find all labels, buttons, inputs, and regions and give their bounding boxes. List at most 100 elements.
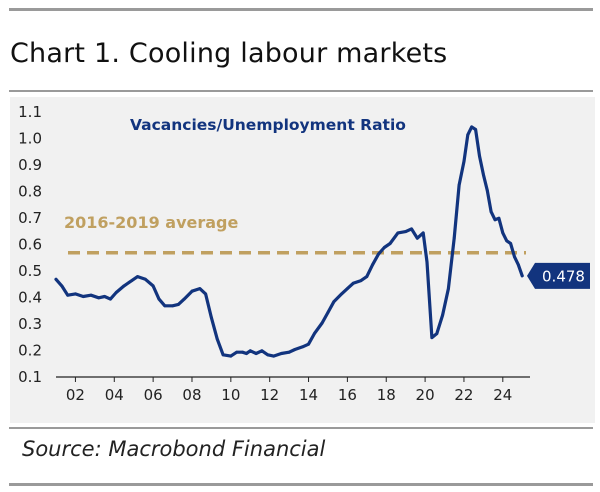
series-line xyxy=(54,125,524,358)
x-tick-label: 14 xyxy=(299,386,318,404)
last-value-badge: 0.478 xyxy=(527,262,590,289)
series-point xyxy=(204,292,208,296)
y-tick-label: 1.0 xyxy=(18,130,42,148)
series-point xyxy=(415,236,419,240)
x-tick-label: 10 xyxy=(221,386,240,404)
series-point xyxy=(307,342,310,346)
x-tick-label: 16 xyxy=(338,386,357,404)
y-tick-label: 0.8 xyxy=(18,183,42,201)
x-tick-label: 20 xyxy=(416,386,435,404)
series-point xyxy=(157,297,161,301)
x-tick-label: 24 xyxy=(493,386,512,404)
series-point xyxy=(66,293,70,297)
series-point xyxy=(520,274,524,278)
series-point xyxy=(493,218,497,222)
series-point xyxy=(151,284,155,288)
series-point xyxy=(130,279,134,282)
last-value-label: 0.478 xyxy=(542,267,585,285)
series-point xyxy=(489,210,493,214)
series-point xyxy=(377,252,380,256)
series-point xyxy=(482,173,485,176)
series-point xyxy=(301,345,305,349)
series-point xyxy=(404,230,408,234)
series-point xyxy=(485,189,489,192)
series-point xyxy=(462,159,466,163)
series-point xyxy=(54,277,58,281)
series-point xyxy=(313,332,316,335)
title-rule xyxy=(9,90,593,92)
series-point xyxy=(425,260,429,264)
y-tick-label: 0.7 xyxy=(18,209,42,227)
series-point xyxy=(441,313,444,317)
y-tick-label: 0.5 xyxy=(18,262,42,280)
y-tick-label: 0.4 xyxy=(18,289,42,307)
top-rule xyxy=(9,8,593,11)
average-label: 2016-2019 average xyxy=(64,213,238,232)
series-point xyxy=(279,352,283,355)
series-point xyxy=(516,263,520,267)
series-point xyxy=(351,281,355,285)
series-point xyxy=(478,154,481,158)
chart-panel: 0.1 0.2 0.3 0.4 0.5 0.6 0.7 0.8 0.9 1.0 1.1 02 04 06… xyxy=(10,97,595,423)
series-point xyxy=(332,300,336,304)
series-point xyxy=(266,353,270,357)
series-point xyxy=(287,350,291,354)
y-tick-label: 0.2 xyxy=(18,342,42,360)
x-tick-label: 02 xyxy=(66,386,85,404)
series-point xyxy=(163,304,167,308)
series-point xyxy=(470,125,474,129)
series-point xyxy=(215,337,219,341)
series-point xyxy=(198,287,202,290)
series-point xyxy=(457,183,461,187)
series-point xyxy=(430,336,434,339)
x-tick-label: 08 xyxy=(182,386,201,404)
series-point xyxy=(320,321,324,325)
series-point xyxy=(435,332,439,335)
series-point xyxy=(60,284,64,288)
y-tick-label: 0.9 xyxy=(18,156,42,174)
average-group: 2016-2019 average xyxy=(64,213,526,255)
series-point xyxy=(346,287,349,290)
series-point xyxy=(114,291,118,294)
series-point xyxy=(81,295,85,298)
series-point xyxy=(144,277,147,281)
series-point xyxy=(505,239,509,243)
x-tick-label: 04 xyxy=(105,386,124,404)
series-point xyxy=(447,287,450,290)
x-tick-label: 22 xyxy=(454,386,473,404)
series-point xyxy=(474,128,477,131)
series-point xyxy=(365,275,369,278)
bottom-rule xyxy=(9,483,593,486)
series-point xyxy=(359,279,363,282)
series-point xyxy=(272,354,275,358)
series-point xyxy=(421,231,425,235)
series-point xyxy=(171,304,175,308)
series-point xyxy=(235,350,239,354)
y-tick-label: 0.3 xyxy=(18,315,42,333)
last-value-badge-shape xyxy=(527,262,590,289)
series-point xyxy=(340,292,343,296)
series-point xyxy=(293,348,297,351)
series-point xyxy=(136,275,139,278)
y-tick-label: 0.6 xyxy=(18,236,42,254)
x-tick-label: 12 xyxy=(260,386,279,404)
series-point xyxy=(254,352,258,355)
series-point xyxy=(371,263,374,267)
series-point xyxy=(382,246,386,249)
series-point xyxy=(229,354,233,358)
line-chart: 0.1 0.2 0.3 0.4 0.5 0.6 0.7 0.8 0.9 1.0 1.1 02 04 06… xyxy=(18,103,590,404)
y-tick-label: 0.1 xyxy=(18,368,42,386)
y-axis: 0.1 0.2 0.3 0.4 0.5 0.6 0.7 0.8 0.9 1.0 1.1 xyxy=(18,103,42,386)
series-point xyxy=(410,227,413,231)
series-point xyxy=(177,303,180,306)
series-point xyxy=(122,284,126,288)
series-point xyxy=(396,231,400,235)
series-point xyxy=(497,216,501,220)
series-point xyxy=(221,353,225,357)
x-tick-label: 06 xyxy=(144,386,163,404)
series-point xyxy=(248,349,252,353)
series-point xyxy=(509,242,512,245)
x-axis: 02 04 06 08 10 12 14 16 18 20 22 24 xyxy=(56,376,530,404)
x-tick-label: 18 xyxy=(377,386,396,404)
series-points xyxy=(54,125,524,358)
